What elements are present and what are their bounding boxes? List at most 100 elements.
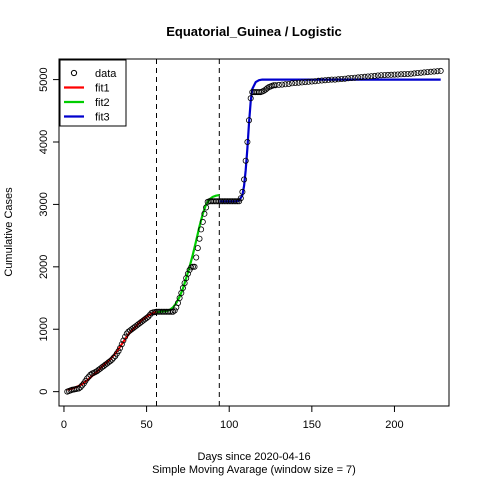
legend-label: fit1 — [95, 83, 110, 95]
data-point — [237, 195, 244, 202]
data-point — [384, 71, 391, 78]
data-point — [374, 72, 381, 79]
data-point — [388, 71, 395, 78]
y-tick-label: 1000 — [38, 317, 50, 341]
x-tick-label: 50 — [140, 419, 152, 431]
data-point — [295, 79, 302, 86]
data-point — [381, 72, 388, 79]
data-point — [302, 79, 309, 86]
y-tick-label: 2000 — [38, 255, 50, 279]
data-point — [275, 81, 282, 88]
data-point — [421, 69, 428, 76]
data-point — [196, 235, 203, 242]
data-point — [285, 81, 292, 88]
data-point — [236, 198, 243, 205]
data-point — [431, 68, 438, 75]
legend-label: fit2 — [95, 97, 110, 109]
data-point — [84, 375, 91, 382]
data-point — [371, 72, 378, 79]
data-point — [401, 71, 408, 78]
data-point — [417, 69, 424, 76]
data-point — [427, 68, 434, 75]
legend-box — [59, 59, 127, 127]
data-point — [398, 71, 405, 78]
series-line-fit2 — [156, 194, 220, 314]
data-point — [272, 82, 279, 89]
data-point — [242, 157, 249, 164]
data-point — [184, 270, 191, 277]
data-point — [115, 348, 122, 355]
data-point — [331, 76, 338, 83]
data-point — [318, 77, 325, 84]
data-point — [122, 333, 129, 340]
data-point — [325, 76, 332, 83]
chart-title: Equatorial_Guinea / Logistic — [166, 24, 342, 39]
plot-frame — [58, 58, 450, 407]
legend-marker — [70, 69, 78, 77]
data-point — [145, 313, 152, 320]
data-point — [75, 385, 82, 392]
data-point — [245, 117, 252, 124]
data-point — [117, 344, 124, 351]
data-point — [414, 70, 421, 77]
data-point — [338, 76, 345, 83]
legend-label: fit3 — [95, 112, 110, 124]
data-point — [87, 371, 94, 378]
data-point — [345, 75, 352, 82]
data-point — [85, 373, 92, 380]
data-point — [171, 307, 178, 314]
data-point — [239, 188, 246, 195]
x-tick-label: 0 — [61, 419, 67, 431]
data-point — [355, 74, 362, 81]
data-point — [79, 382, 86, 389]
data-point — [404, 71, 411, 78]
series-line-fit3 — [219, 78, 441, 203]
data-point — [198, 226, 205, 233]
data-point — [282, 81, 289, 88]
data-point — [191, 263, 198, 270]
data-point — [308, 78, 315, 85]
data-point — [288, 80, 295, 87]
data-point — [351, 74, 358, 81]
data-point — [391, 71, 398, 78]
data-point — [168, 308, 175, 315]
data-point — [189, 263, 196, 270]
data-point — [241, 176, 248, 183]
data-point — [305, 78, 312, 85]
data-point — [120, 337, 127, 344]
data-point — [292, 80, 299, 87]
data-point — [199, 218, 206, 225]
x-tick-label: 200 — [385, 419, 403, 431]
data-point — [394, 71, 401, 78]
data-point — [244, 138, 251, 145]
data-point — [118, 341, 125, 348]
data-point — [361, 73, 368, 80]
data-point — [322, 77, 329, 84]
data-point — [193, 254, 200, 261]
y-tick-label: 0 — [38, 389, 50, 395]
data-point — [234, 198, 241, 205]
data-point — [108, 356, 115, 363]
y-axis-label: Cumulative Cases — [3, 187, 15, 277]
data-point — [123, 330, 130, 337]
data-point — [77, 384, 84, 391]
x-axis-label: Days since 2020-04-16 — [197, 451, 310, 463]
data-point — [201, 210, 208, 217]
y-tick-label: 3000 — [38, 192, 50, 216]
data-point — [341, 75, 348, 82]
data-point — [411, 70, 418, 77]
data-point — [203, 204, 210, 211]
x-axis-sublabel: Simple Moving Avarage (window size = 7) — [152, 464, 356, 476]
data-point — [298, 79, 305, 86]
data-point — [315, 77, 322, 84]
data-point — [407, 70, 414, 77]
data-point — [368, 73, 375, 80]
data-point — [247, 95, 254, 102]
x-tick-label: 150 — [303, 419, 321, 431]
data-point — [264, 85, 271, 92]
data-point — [279, 81, 286, 88]
data-point — [232, 198, 239, 205]
x-tick-label: 100 — [220, 419, 238, 431]
